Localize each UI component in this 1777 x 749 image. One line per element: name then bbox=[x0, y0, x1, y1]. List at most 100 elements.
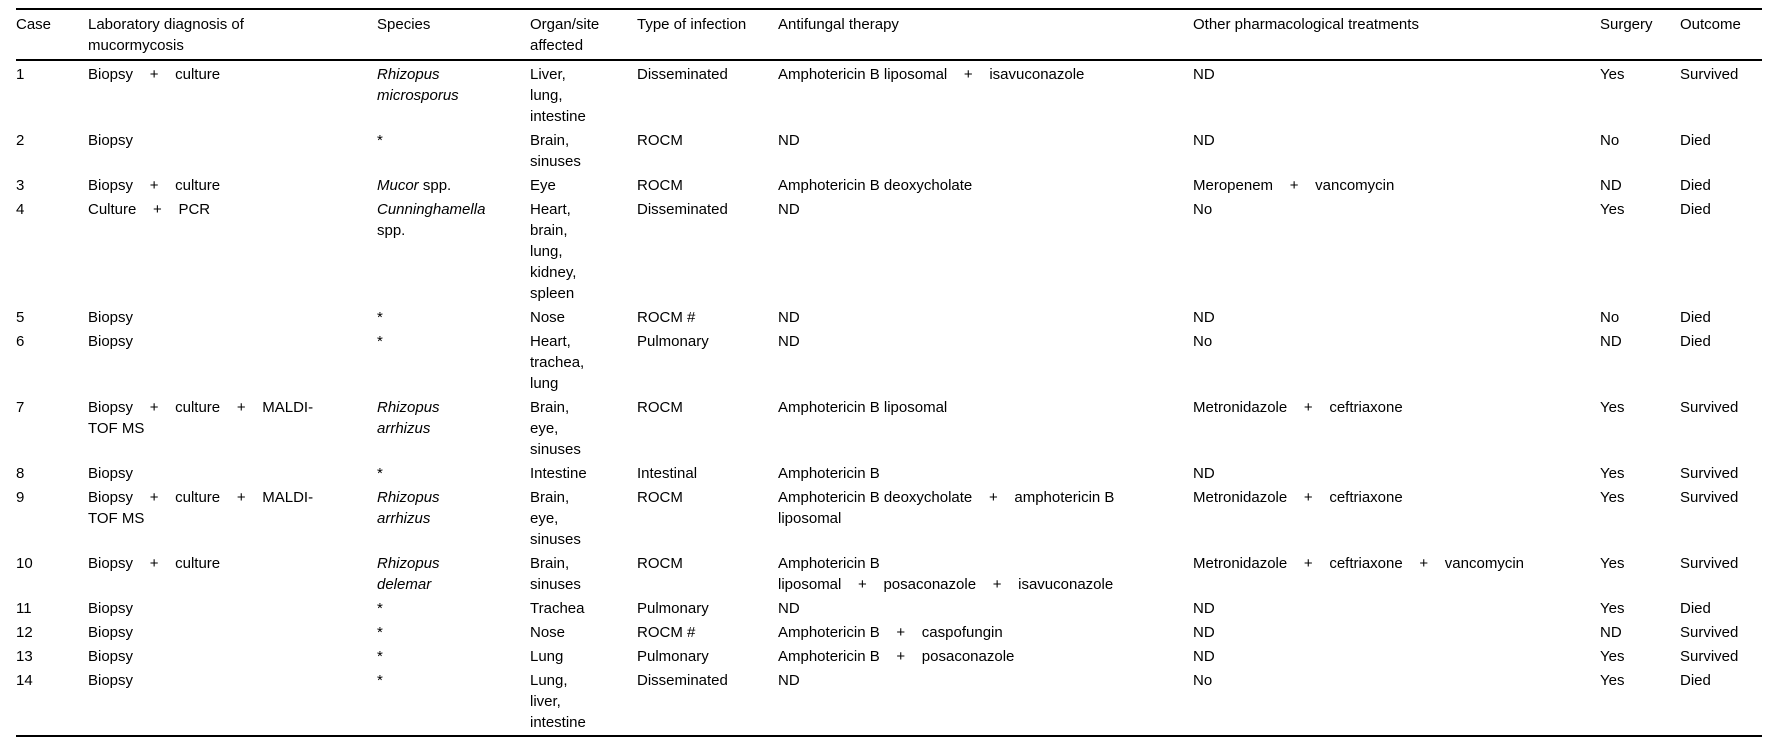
cell-surgery: ND bbox=[1600, 624, 1622, 641]
cell-diagnosis: Biopsy bbox=[88, 600, 134, 617]
cell-organ: Heart, trachea, lung bbox=[530, 333, 585, 392]
cell-organ: Nose bbox=[530, 309, 566, 326]
cell-case: 5 bbox=[16, 309, 25, 326]
species-name-roman: spp. bbox=[377, 222, 406, 239]
cell-antifungal: Amphotericin B bbox=[778, 465, 880, 482]
cell-antifungal: Amphotericin B liposomal + posaconazole … bbox=[778, 555, 1114, 593]
cell-other: Metronidazole + ceftriaxone bbox=[1193, 489, 1403, 506]
cell-antifungal: Amphotericin B liposomal bbox=[778, 399, 948, 416]
species-name-roman: * bbox=[377, 132, 383, 149]
table-row: 1 Biopsy + culture Rhizopus microsporus Liv… bbox=[16, 60, 1762, 129]
cell-case: 1 bbox=[16, 66, 25, 83]
cell-infection: ROCM # bbox=[637, 309, 696, 326]
cell-diagnosis: Biopsy bbox=[88, 309, 134, 326]
cell-diagnosis: Culture + PCR bbox=[88, 201, 211, 218]
mucormycosis-cases-table: Case Laboratory diagnosis of mucormycosis… bbox=[16, 8, 1762, 737]
cell-species: * bbox=[377, 645, 530, 669]
table-row: 12 Biopsy * Nose ROCM # Amphotericin B + casp… bbox=[16, 621, 1762, 645]
cell-outcome: Survived bbox=[1680, 66, 1739, 83]
table-row: 4 Culture + PCR Cunninghamella spp. Heart, … bbox=[16, 198, 1762, 306]
cell-species: * bbox=[377, 129, 530, 174]
cell-surgery: Yes bbox=[1600, 600, 1625, 617]
cell-diagnosis: Biopsy bbox=[88, 672, 134, 689]
cell-surgery: Yes bbox=[1600, 465, 1625, 482]
species-name-roman: * bbox=[377, 465, 383, 482]
cell-other: No bbox=[1193, 333, 1213, 350]
cell-antifungal: ND bbox=[778, 672, 800, 689]
cell-diagnosis: Biopsy bbox=[88, 624, 134, 641]
species-name-italic: Rhizopus delemar bbox=[377, 555, 440, 593]
cell-case: 4 bbox=[16, 201, 25, 218]
cell-outcome: Died bbox=[1680, 333, 1711, 350]
table-row: 8 Biopsy * Intestine Intestinal Amphotericin … bbox=[16, 462, 1762, 486]
cell-surgery: Yes bbox=[1600, 489, 1625, 506]
column-header-species: Species bbox=[377, 9, 530, 61]
cell-surgery: ND bbox=[1600, 177, 1622, 194]
cell-other: ND bbox=[1193, 132, 1215, 149]
cell-diagnosis: Biopsy bbox=[88, 132, 134, 149]
cell-outcome: Died bbox=[1680, 309, 1711, 326]
cell-other: ND bbox=[1193, 648, 1215, 665]
cell-infection: Pulmonary bbox=[637, 600, 709, 617]
cell-other: Metronidazole + ceftriaxone + vancomycin bbox=[1193, 555, 1524, 572]
cell-other: Meropenem + vancomycin bbox=[1193, 177, 1395, 194]
cell-infection: Pulmonary bbox=[637, 648, 709, 665]
cell-antifungal: Amphotericin B deoxycholate bbox=[778, 177, 973, 194]
column-header-outcome: Outcome bbox=[1680, 9, 1762, 61]
cell-case: 11 bbox=[16, 600, 32, 617]
table-body: 1 Biopsy + culture Rhizopus microsporus Liv… bbox=[16, 60, 1762, 736]
cell-species: Cunninghamella spp. bbox=[377, 198, 530, 306]
cell-surgery: No bbox=[1600, 309, 1620, 326]
cell-outcome: Survived bbox=[1680, 555, 1739, 572]
cell-case: 3 bbox=[16, 177, 25, 194]
species-name-italic: Rhizopus arrhizus bbox=[377, 399, 440, 437]
cell-diagnosis: Biopsy + culture bbox=[88, 555, 221, 572]
table-row: 2 Biopsy * Brain, sinuses ROCM ND ND No Died bbox=[16, 129, 1762, 174]
column-header-antifungal: Antifungal therapy bbox=[778, 9, 1193, 61]
cell-case: 9 bbox=[16, 489, 25, 506]
cell-organ: Trachea bbox=[530, 600, 585, 617]
cell-diagnosis: Biopsy bbox=[88, 465, 134, 482]
column-header-infection: Type of infection bbox=[637, 9, 778, 61]
cell-infection: Pulmonary bbox=[637, 333, 709, 350]
cell-case: 8 bbox=[16, 465, 25, 482]
cell-infection: Intestinal bbox=[637, 465, 698, 482]
cell-organ: Brain, sinuses bbox=[530, 555, 581, 593]
table-row: 9 Biopsy + culture + MALDI- TOF MS Rhizopu… bbox=[16, 486, 1762, 552]
table-row: 7 Biopsy + culture + MALDI- TOF MS Rhizopu… bbox=[16, 396, 1762, 462]
cell-outcome: Survived bbox=[1680, 489, 1739, 506]
cell-antifungal: Amphotericin B liposomal + isavuconazole bbox=[778, 66, 1085, 83]
header-row: Case Laboratory diagnosis of mucormycosis… bbox=[16, 9, 1762, 61]
table-row: 14 Biopsy * Lung, liver, intestine Dissemina… bbox=[16, 669, 1762, 736]
cell-diagnosis: Biopsy + culture + MALDI- TOF MS bbox=[88, 399, 314, 437]
species-name-italic: Rhizopus arrhizus bbox=[377, 489, 440, 527]
cell-other: ND bbox=[1193, 309, 1215, 326]
cell-outcome: Survived bbox=[1680, 624, 1739, 641]
table-header: Case Laboratory diagnosis of mucormycosis… bbox=[16, 9, 1762, 61]
species-name-roman: * bbox=[377, 672, 383, 689]
cell-antifungal: ND bbox=[778, 132, 800, 149]
cell-species: * bbox=[377, 597, 530, 621]
cell-other: ND bbox=[1193, 624, 1215, 641]
cell-organ: Lung, liver, intestine bbox=[530, 672, 586, 731]
cell-other: No bbox=[1193, 672, 1213, 689]
cell-case: 2 bbox=[16, 132, 25, 149]
cell-species: * bbox=[377, 330, 530, 396]
cell-other: ND bbox=[1193, 600, 1215, 617]
species-name-italic: Rhizopus microsporus bbox=[377, 66, 459, 104]
species-name-roman: * bbox=[377, 648, 383, 665]
cell-surgery: Yes bbox=[1600, 555, 1625, 572]
cell-organ: Brain, eye, sinuses bbox=[530, 489, 581, 548]
cell-antifungal: ND bbox=[778, 201, 800, 218]
table-row: 11 Biopsy * Trachea Pulmonary ND ND Yes Died bbox=[16, 597, 1762, 621]
column-header-other: Other pharmacological treatments bbox=[1193, 9, 1600, 61]
cell-outcome: Died bbox=[1680, 672, 1711, 689]
cell-antifungal: ND bbox=[778, 309, 800, 326]
cell-outcome: Died bbox=[1680, 600, 1711, 617]
cell-species: Mucor spp. bbox=[377, 174, 530, 198]
cell-infection: ROCM bbox=[637, 399, 683, 416]
cell-organ: Heart, brain, lung, kidney, spleen bbox=[530, 201, 577, 302]
cell-outcome: Survived bbox=[1680, 399, 1739, 416]
cell-case: 7 bbox=[16, 399, 25, 416]
cell-organ: Eye bbox=[530, 177, 556, 194]
